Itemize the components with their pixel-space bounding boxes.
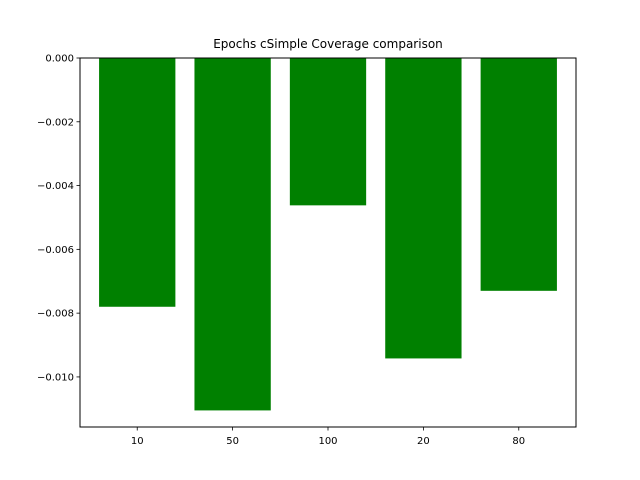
y-tick-label: 0.000: [45, 54, 74, 65]
plot-frame: [79, 57, 577, 428]
x-tick-label: 10: [131, 436, 144, 447]
bars-group: [99, 58, 557, 411]
y-axis: 0.000 −0.002 −0.004 −0.006 −0.008 −0.010: [37, 54, 80, 383]
y-tick-label: −0.004: [37, 181, 74, 192]
chart-title: Epochs cSimple Coverage comparison: [213, 37, 443, 51]
bar-10: [99, 58, 176, 307]
bar-100: [289, 58, 367, 206]
y-tick-label: −0.010: [37, 372, 74, 383]
y-tick-label: −0.002: [37, 117, 74, 128]
y-tick-label: −0.008: [37, 309, 74, 320]
x-axis: 10 50 100 20 80: [131, 427, 525, 447]
bar-50: [194, 58, 271, 411]
bar-80: [480, 58, 557, 291]
x-tick-label: 50: [226, 436, 239, 447]
x-tick-label: 80: [512, 436, 525, 447]
x-tick-label: 20: [417, 436, 430, 447]
y-tick-label: −0.006: [37, 245, 74, 256]
bar-20: [385, 58, 462, 359]
x-tick-label: 100: [318, 436, 337, 447]
